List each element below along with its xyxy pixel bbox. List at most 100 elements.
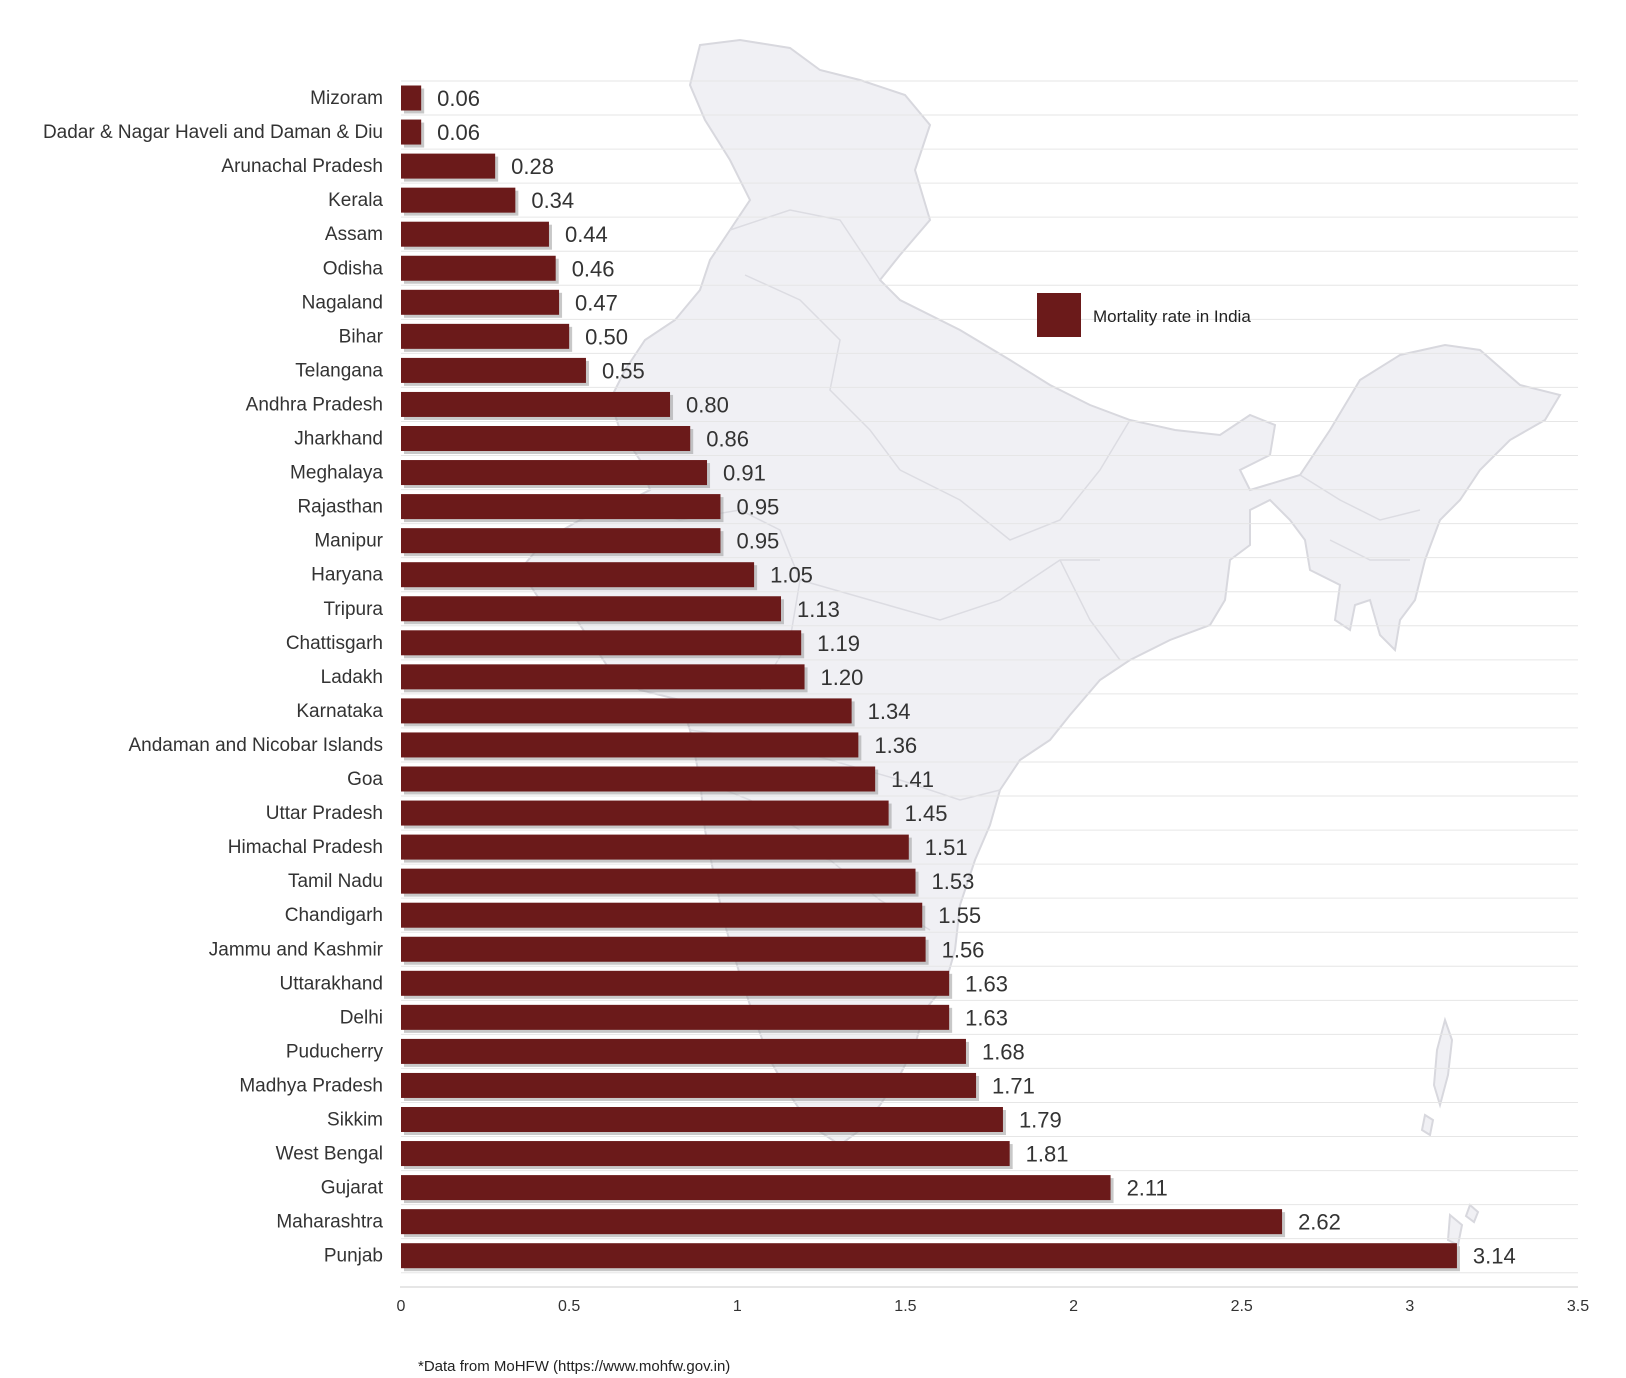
bar — [401, 800, 889, 826]
category-label: Sikkim — [327, 1110, 383, 1131]
bar — [401, 391, 671, 417]
bar — [401, 1038, 966, 1064]
category-label: Tripura — [324, 599, 384, 620]
category-label: Karnataka — [296, 701, 383, 722]
value-label: 1.81 — [1026, 1142, 1069, 1167]
value-label: 1.63 — [965, 971, 1008, 996]
x-tick-label: 3.5 — [1567, 1298, 1589, 1315]
value-label: 0.86 — [706, 427, 749, 452]
category-label: Rajasthan — [297, 497, 383, 518]
bar — [401, 153, 496, 179]
value-label: 1.19 — [817, 631, 860, 656]
bar — [401, 596, 782, 622]
category-label: Chandigarh — [285, 905, 383, 926]
category-label: West Bengal — [276, 1144, 383, 1165]
value-label: 0.95 — [736, 495, 779, 520]
category-label: Punjab — [324, 1246, 383, 1267]
value-label: 1.53 — [932, 869, 975, 894]
category-label: Goa — [347, 769, 383, 790]
bar — [401, 494, 721, 520]
value-label: 1.68 — [982, 1039, 1025, 1064]
category-label: Delhi — [340, 1007, 383, 1028]
bar — [401, 1107, 1003, 1132]
bar — [401, 1175, 1111, 1201]
value-label: 1.13 — [797, 597, 840, 622]
category-label: Telangana — [295, 360, 383, 381]
value-label: 1.45 — [905, 801, 948, 826]
value-label: 1.20 — [821, 665, 864, 690]
category-label: Andhra Pradesh — [246, 394, 383, 415]
category-label: Uttar Pradesh — [266, 803, 383, 824]
bar — [401, 357, 586, 383]
category-label: Dadar & Nagar Haveli and Daman & Diu — [43, 122, 383, 143]
value-label: 0.06 — [437, 120, 480, 145]
value-label: 0.91 — [723, 461, 766, 486]
value-label: 0.28 — [511, 154, 554, 179]
gridlines — [401, 80, 1578, 1274]
bar — [401, 426, 691, 451]
value-label: 0.80 — [686, 392, 729, 417]
bar — [401, 936, 926, 962]
bar — [401, 868, 916, 894]
category-label: Mizoram — [310, 88, 383, 109]
category-label: Jammu and Kashmir — [209, 939, 384, 960]
value-label: 0.34 — [531, 188, 574, 213]
category-label: Ladakh — [321, 667, 383, 688]
value-label: 1.63 — [965, 1005, 1008, 1030]
x-tick-label: 2.5 — [1231, 1298, 1253, 1315]
category-label: Assam — [325, 224, 383, 245]
category-label: Puducherry — [286, 1041, 384, 1062]
bar — [401, 766, 876, 792]
bar — [401, 732, 859, 758]
bar — [401, 1004, 950, 1030]
x-tick-label: 3 — [1405, 1298, 1414, 1315]
source-note: *Data from MoHFW (https://www.mohfw.gov.… — [418, 1358, 731, 1375]
category-label: Tamil Nadu — [288, 871, 383, 892]
bar — [401, 255, 556, 281]
category-label: Chattisgarh — [286, 633, 383, 654]
value-label: 1.56 — [942, 937, 985, 962]
category-label: Odisha — [323, 258, 384, 279]
value-label: 1.05 — [770, 563, 813, 588]
value-label: 2.62 — [1298, 1210, 1341, 1235]
category-label: Andaman and Nicobar Islands — [128, 735, 383, 756]
x-tick-label: 0.5 — [558, 1298, 580, 1315]
category-label: Bihar — [339, 326, 384, 347]
legend: Mortality rate in India — [1037, 293, 1251, 337]
value-label: 0.46 — [572, 256, 615, 281]
bar-series — [401, 85, 1460, 1272]
x-tick-label: 1 — [733, 1298, 742, 1315]
category-label: Haryana — [311, 565, 383, 586]
value-label: 1.79 — [1019, 1108, 1062, 1133]
value-label: 1.51 — [925, 835, 968, 860]
bar — [401, 1209, 1283, 1235]
bar — [401, 698, 852, 724]
x-tick-label: 0 — [397, 1298, 406, 1315]
category-label: Nagaland — [302, 292, 383, 313]
value-label: 1.55 — [938, 903, 981, 928]
category-label: Meghalaya — [290, 463, 383, 484]
value-label: 0.47 — [575, 290, 618, 315]
category-label: Gujarat — [321, 1178, 384, 1199]
category-label: Himachal Pradesh — [228, 837, 383, 858]
bar — [401, 902, 923, 928]
bar — [401, 1243, 1457, 1269]
value-label: 1.34 — [868, 699, 911, 724]
value-label: 0.44 — [565, 222, 608, 247]
bar — [401, 664, 805, 690]
bar — [401, 221, 549, 247]
bar — [401, 1072, 977, 1098]
bar — [401, 562, 755, 588]
bar — [401, 289, 560, 315]
value-label: 1.36 — [874, 733, 917, 758]
category-label: Maharashtra — [276, 1212, 383, 1233]
bar — [401, 970, 950, 996]
value-label: 3.14 — [1473, 1244, 1516, 1269]
category-label: Jharkhand — [294, 429, 383, 450]
category-label: Arunachal Pradesh — [221, 156, 383, 177]
category-label: Uttarakhand — [279, 973, 383, 994]
category-label: Manipur — [314, 531, 383, 552]
bar — [401, 1141, 1010, 1167]
bar — [401, 834, 909, 860]
